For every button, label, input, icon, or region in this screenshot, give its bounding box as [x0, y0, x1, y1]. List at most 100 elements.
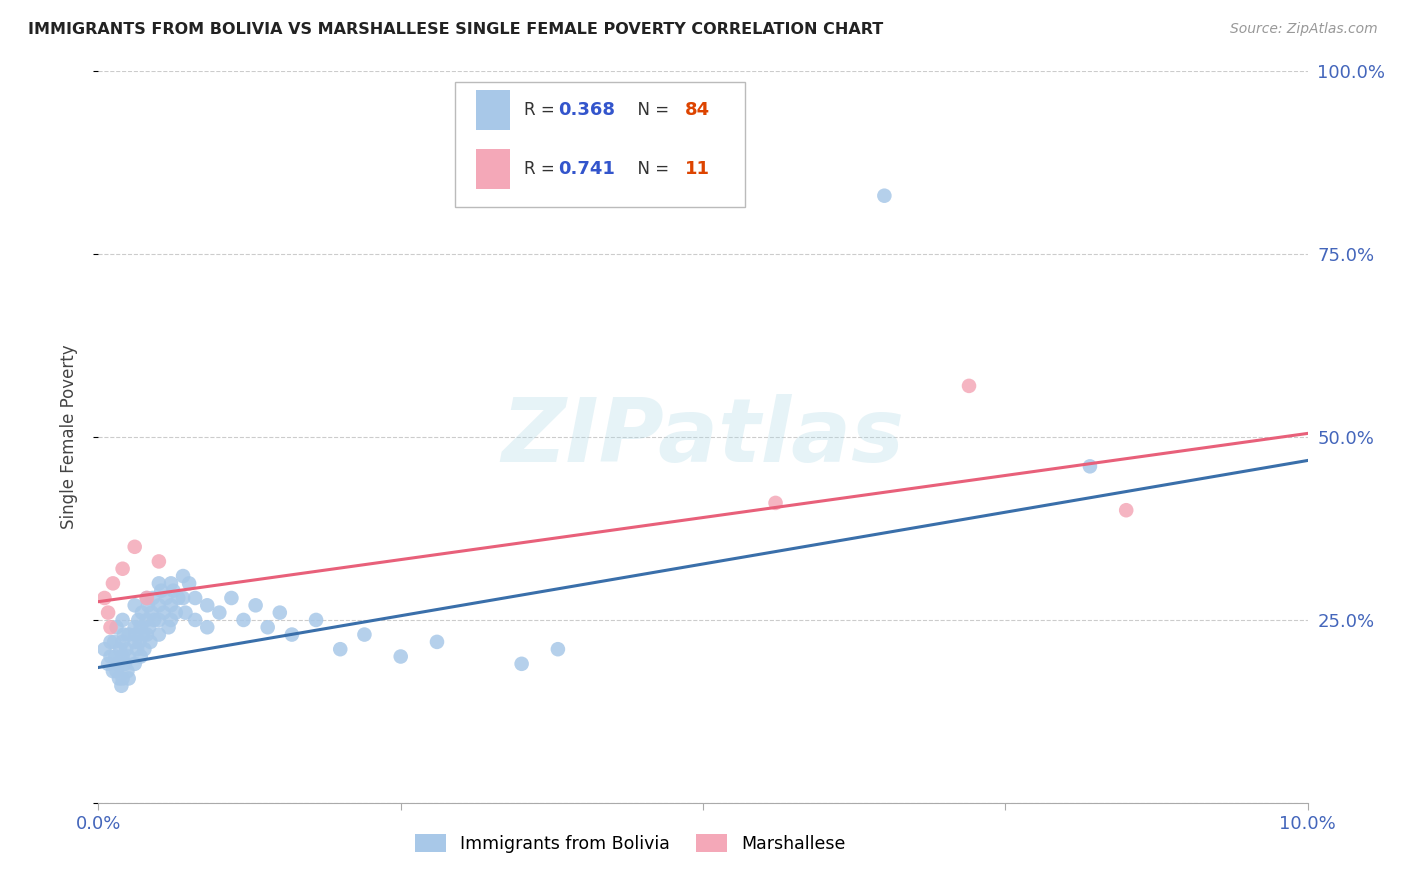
Text: R =: R =: [524, 160, 560, 178]
Text: 11: 11: [685, 160, 710, 178]
Point: [305, 613, 328, 627]
Point: [141, 606, 163, 620]
Point: [93, 591, 115, 605]
Point: [100, 620, 122, 634]
Point: [117, 664, 139, 678]
Point: [172, 569, 194, 583]
Point: [136, 599, 159, 613]
FancyBboxPatch shape: [475, 90, 509, 130]
Point: [195, 620, 218, 634]
Text: 84: 84: [685, 102, 710, 120]
Point: [93, 642, 115, 657]
Point: [111, 649, 134, 664]
Point: [118, 672, 141, 686]
Point: [281, 627, 304, 641]
Point: [172, 591, 194, 605]
Point: [135, 591, 157, 605]
Point: [152, 606, 174, 620]
Point: [232, 613, 254, 627]
Text: N =: N =: [627, 160, 675, 178]
Point: [111, 672, 134, 686]
Point: [148, 613, 170, 627]
Point: [547, 642, 569, 657]
Point: [100, 649, 122, 664]
Point: [110, 679, 132, 693]
Point: [103, 635, 125, 649]
Point: [873, 188, 896, 202]
Point: [765, 496, 787, 510]
Point: [124, 540, 146, 554]
Text: ZIPatlas: ZIPatlas: [502, 393, 904, 481]
Point: [160, 613, 183, 627]
Point: [138, 620, 160, 634]
Point: [108, 642, 131, 657]
Text: 0.368: 0.368: [558, 102, 614, 120]
Point: [131, 606, 153, 620]
Point: [97, 606, 120, 620]
Point: [101, 576, 124, 591]
Text: N =: N =: [627, 102, 675, 120]
Point: [127, 642, 149, 657]
Point: [111, 562, 134, 576]
Text: Source: ZipAtlas.com: Source: ZipAtlas.com: [1230, 22, 1378, 37]
Point: [125, 627, 148, 641]
Legend: Immigrants from Bolivia, Marshallese: Immigrants from Bolivia, Marshallese: [408, 827, 852, 860]
Point: [174, 606, 197, 620]
Point: [167, 591, 190, 605]
Point: [124, 635, 146, 649]
Point: [129, 620, 152, 634]
Text: 0.741: 0.741: [558, 160, 614, 178]
Point: [118, 627, 141, 641]
Point: [155, 591, 177, 605]
Point: [124, 599, 146, 613]
Point: [118, 649, 141, 664]
Point: [105, 620, 128, 634]
Point: [143, 613, 166, 627]
Point: [165, 606, 187, 620]
Point: [100, 635, 122, 649]
Point: [111, 613, 134, 627]
Point: [269, 606, 291, 620]
Point: [135, 591, 157, 605]
Point: [101, 664, 124, 678]
Point: [150, 583, 173, 598]
Y-axis label: Single Female Poverty: Single Female Poverty: [59, 345, 77, 529]
Point: [1115, 503, 1137, 517]
Point: [184, 613, 207, 627]
FancyBboxPatch shape: [475, 149, 509, 189]
Point: [104, 649, 127, 664]
Point: [957, 379, 980, 393]
Point: [124, 657, 146, 671]
Point: [135, 627, 157, 641]
Point: [124, 620, 146, 634]
Point: [134, 642, 156, 657]
Point: [162, 583, 184, 598]
Point: [135, 613, 157, 627]
Point: [160, 599, 183, 613]
Point: [105, 664, 128, 678]
Point: [353, 627, 375, 641]
Point: [107, 657, 129, 671]
Point: [426, 635, 449, 649]
Point: [195, 599, 218, 613]
Text: R =: R =: [524, 102, 560, 120]
Point: [148, 599, 170, 613]
Point: [115, 642, 138, 657]
Point: [389, 649, 412, 664]
Point: [179, 576, 201, 591]
Point: [245, 599, 267, 613]
Point: [127, 613, 149, 627]
Point: [221, 591, 243, 605]
Point: [1078, 459, 1101, 474]
Point: [132, 627, 155, 641]
Point: [142, 591, 165, 605]
Point: [128, 635, 150, 649]
Point: [129, 649, 152, 664]
Point: [97, 657, 120, 671]
Point: [256, 620, 278, 634]
Point: [148, 627, 170, 641]
Point: [329, 642, 352, 657]
Point: [111, 635, 134, 649]
Point: [114, 657, 136, 671]
Point: [160, 576, 183, 591]
